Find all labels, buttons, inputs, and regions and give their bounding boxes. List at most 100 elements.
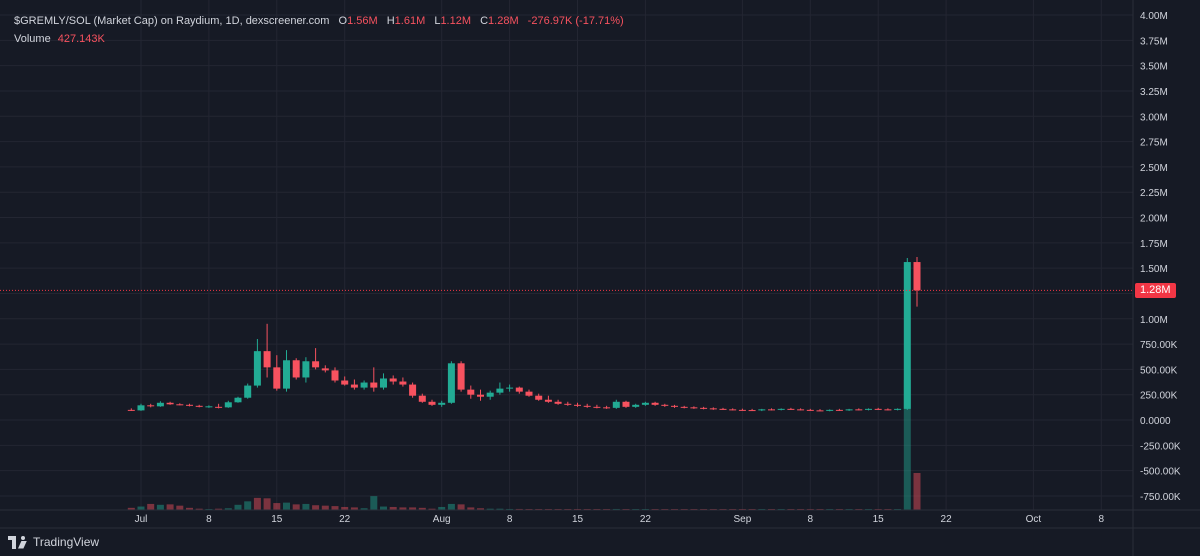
volume-bar (612, 508, 620, 510)
candle-body (719, 408, 727, 410)
volume-bar (263, 498, 271, 510)
volume-bar (477, 508, 484, 510)
candle-body (738, 409, 746, 411)
volume-label[interactable]: Volume (14, 33, 51, 45)
candle-body (467, 389, 475, 395)
candle-body (894, 408, 902, 410)
close-label: C (480, 15, 489, 27)
candle-body (835, 409, 843, 411)
candle-body (564, 403, 572, 405)
candle-body (312, 361, 320, 368)
candle-body (826, 409, 834, 411)
candle-body (418, 395, 426, 402)
volume-bar (913, 472, 921, 510)
volume-bar (467, 507, 475, 510)
candle-body (525, 391, 533, 396)
volume-bar (302, 503, 310, 510)
volume-bar (380, 506, 387, 510)
x-tick-label: Aug (433, 514, 451, 525)
candle-body (777, 408, 785, 410)
volume-value: 427.143K (57, 33, 105, 45)
y-tick-label: 1.75M (1140, 239, 1168, 250)
candle-body (700, 407, 708, 409)
x-tick-label: Sep (734, 514, 752, 525)
candle-body (244, 385, 252, 398)
candle-body (205, 406, 213, 408)
candle-body (593, 406, 601, 408)
chart-legend: $GREMLY/SOL (Market Cap) on Raydium, 1D,… (14, 12, 624, 48)
candle-body (913, 262, 921, 291)
volume-bar (515, 508, 523, 510)
candle-body (903, 262, 911, 409)
candle-body (661, 404, 669, 406)
candle-body (506, 387, 514, 389)
candle-body (884, 409, 892, 411)
volume-bar (147, 503, 155, 510)
y-tick-label: 2.50M (1140, 163, 1168, 174)
candle-body (137, 405, 145, 411)
candle-body (806, 409, 814, 411)
candle-body (389, 378, 397, 382)
candle-body (603, 407, 611, 409)
y-axis-labels: 4.00M 3.75M 3.50M 3.25M 3.00M 2.75M 2.50M 2.25M… (1140, 11, 1181, 503)
candle-body (447, 363, 455, 403)
candle-body (360, 382, 368, 388)
volume-bar (166, 504, 174, 510)
candle-body (680, 406, 688, 408)
candle-body (341, 380, 349, 385)
candle-body (380, 378, 387, 388)
candle-body (215, 406, 223, 408)
candle-body (321, 368, 329, 371)
candle-body (865, 408, 872, 410)
x-tick-label: 15 (572, 514, 584, 525)
candle-body (515, 387, 523, 392)
candle-body (797, 409, 805, 411)
candle-body (409, 384, 417, 396)
volume-bar (389, 506, 397, 510)
y-tick-label: -500.00K (1140, 467, 1181, 478)
candle-body (535, 395, 543, 400)
grid-lines (0, 0, 1133, 510)
x-tick-label: 22 (640, 514, 652, 525)
candle-body (273, 367, 281, 389)
tradingview-logo[interactable]: TradingView (8, 535, 99, 549)
volume-bar (506, 508, 514, 510)
candle-body (583, 405, 591, 407)
x-tick-label: 8 (507, 514, 513, 525)
candle-body (787, 408, 795, 410)
candle-body (438, 402, 446, 405)
candle-body (234, 397, 242, 403)
candle-body (486, 392, 494, 397)
y-tick-label: 2.00M (1140, 214, 1168, 225)
candle-body (263, 351, 271, 368)
x-axis-labels: Jul 8 15 22 Aug 8 15 22 Sep 8 15 22 Oct 8 (135, 514, 1105, 525)
candle-body (496, 388, 504, 393)
tradingview-logo-icon (8, 535, 28, 549)
candle-body (156, 402, 164, 407)
candle-body (709, 408, 717, 410)
legend-ohlc-row: $GREMLY/SOL (Market Cap) on Raydium, 1D,… (14, 12, 624, 30)
open-value: 1.56M (347, 15, 378, 27)
volume-bar (312, 505, 320, 510)
x-tick-label: 15 (873, 514, 885, 525)
low-value: 1.12M (440, 15, 472, 27)
volume-bar (399, 507, 407, 510)
volume-bar (253, 497, 261, 510)
candle-body (457, 363, 465, 390)
candle-body (612, 401, 620, 408)
y-tick-label: 3.50M (1140, 62, 1168, 73)
candle-body (641, 402, 649, 405)
candle-body (622, 401, 630, 407)
y-tick-label: 4.00M (1140, 11, 1168, 22)
symbol-title[interactable]: $GREMLY/SOL (Market Cap) on Raydium, 1D,… (14, 15, 330, 27)
open-label: O (338, 15, 348, 27)
candle-body (855, 409, 863, 411)
volume-bar (447, 503, 455, 510)
volume-bar (137, 506, 145, 510)
y-tick-label: 250.00K (1140, 391, 1178, 402)
candle-body (748, 410, 756, 412)
x-tick-label: 15 (271, 514, 283, 525)
volume-bar (360, 508, 368, 510)
